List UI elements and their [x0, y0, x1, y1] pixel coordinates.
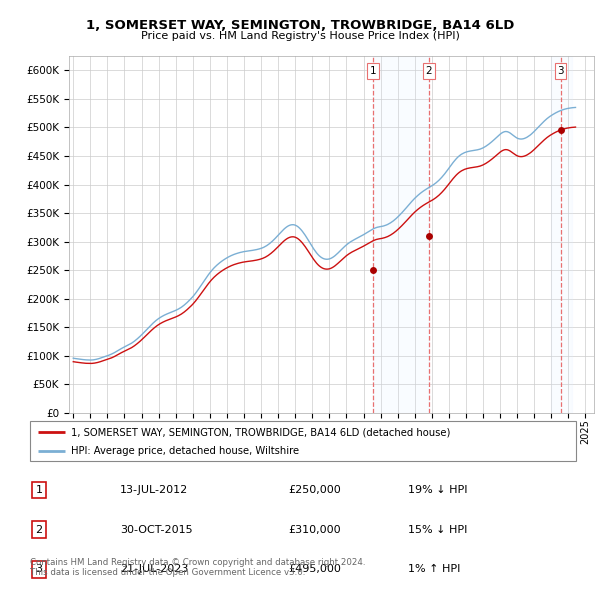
Bar	[551, 56, 572, 413]
Text: £495,000: £495,000	[288, 565, 341, 575]
Text: HPI: Average price, detached house, Wiltshire: HPI: Average price, detached house, Wilt…	[71, 447, 299, 456]
Text: 2: 2	[425, 66, 432, 76]
Text: 21-JUL-2023: 21-JUL-2023	[120, 565, 188, 575]
Text: 1, SOMERSET WAY, SEMINGTON, TROWBRIDGE, BA14 6LD (detached house): 1, SOMERSET WAY, SEMINGTON, TROWBRIDGE, …	[71, 428, 451, 438]
Text: 1: 1	[35, 484, 43, 494]
Text: 2: 2	[35, 525, 43, 535]
Text: 15% ↓ HPI: 15% ↓ HPI	[408, 525, 467, 535]
Text: 19% ↓ HPI: 19% ↓ HPI	[408, 484, 467, 494]
Text: 13-JUL-2012: 13-JUL-2012	[120, 484, 188, 494]
Text: 30-OCT-2015: 30-OCT-2015	[120, 525, 193, 535]
Text: Contains HM Land Registry data © Crown copyright and database right 2024.: Contains HM Land Registry data © Crown c…	[30, 558, 365, 566]
Text: 1% ↑ HPI: 1% ↑ HPI	[408, 565, 460, 575]
Text: This data is licensed under the Open Government Licence v3.0.: This data is licensed under the Open Gov…	[30, 568, 305, 577]
Bar	[373, 56, 429, 413]
Text: 3: 3	[557, 66, 564, 76]
Text: Price paid vs. HM Land Registry's House Price Index (HPI): Price paid vs. HM Land Registry's House …	[140, 31, 460, 41]
Text: 3: 3	[35, 565, 43, 575]
Text: 1: 1	[370, 66, 376, 76]
Text: £310,000: £310,000	[288, 525, 341, 535]
Text: £250,000: £250,000	[288, 484, 341, 494]
Text: 1, SOMERSET WAY, SEMINGTON, TROWBRIDGE, BA14 6LD: 1, SOMERSET WAY, SEMINGTON, TROWBRIDGE, …	[86, 19, 514, 32]
